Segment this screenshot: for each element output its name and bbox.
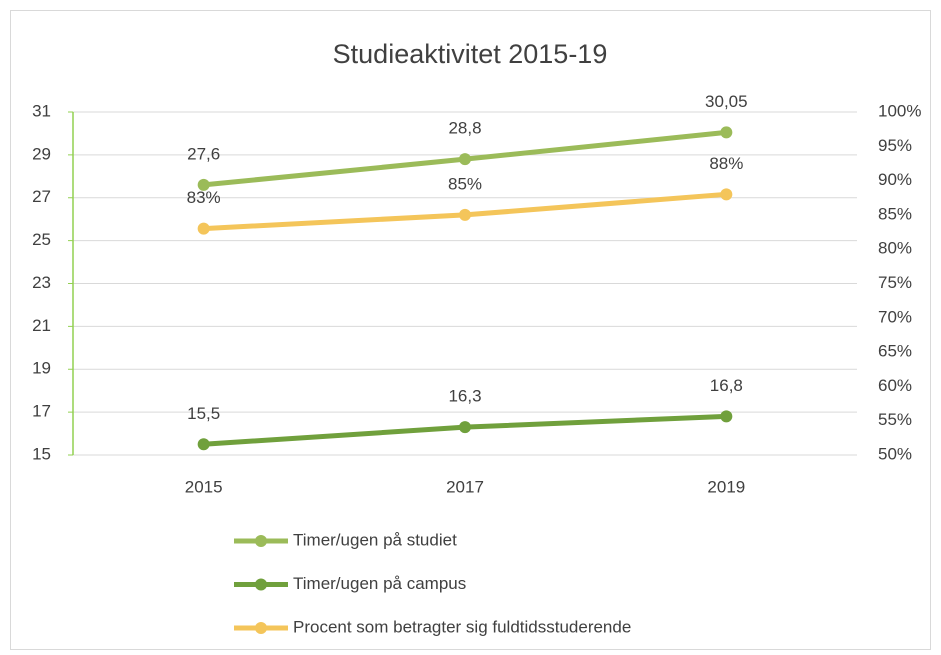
data-point: [459, 421, 471, 434]
chart-border: [10, 10, 931, 650]
x-tick-label: 2015: [185, 477, 223, 496]
y-tick-label: 19: [32, 359, 51, 378]
y-tick-label: 21: [32, 316, 51, 335]
data-point: [720, 126, 733, 139]
data-point: [720, 188, 733, 201]
data-label: 16,8: [710, 376, 743, 395]
y2-tick-label: 75%: [878, 273, 912, 292]
data-label: 83%: [187, 188, 221, 207]
y2-tick-label: 85%: [878, 204, 912, 223]
data-point: [459, 208, 471, 221]
y2-tick-label: 90%: [878, 170, 912, 189]
data-label: 30,05: [705, 92, 748, 111]
data-point: [720, 410, 733, 423]
data-label: 28,8: [448, 119, 481, 138]
y2-tick-label: 60%: [878, 376, 912, 395]
y-tick-label: 31: [32, 101, 51, 120]
y-tick-label: 23: [32, 273, 51, 292]
y2-tick-label: 55%: [878, 410, 912, 429]
legend-marker: [255, 622, 267, 634]
legend-marker: [255, 535, 267, 547]
x-tick-label: 2019: [707, 477, 745, 496]
data-point: [459, 153, 471, 166]
data-point: [197, 222, 210, 235]
y-tick-label: 25: [32, 230, 51, 249]
y-tick-label: 27: [32, 187, 51, 206]
data-label: 16,3: [448, 387, 481, 406]
legend-label: Timer/ugen på studiet: [293, 530, 457, 549]
y2-tick-label: 65%: [878, 342, 912, 361]
y-tick-label: 29: [32, 144, 51, 163]
y2-tick-label: 95%: [878, 136, 912, 155]
y2-tick-label: 50%: [878, 444, 912, 463]
y2-tick-label: 70%: [878, 307, 912, 326]
y-tick-label: 17: [32, 402, 51, 421]
chart-title: Studieaktivitet 2015-19: [333, 39, 608, 69]
y2-tick-label: 100%: [878, 101, 921, 120]
x-tick-label: 2017: [446, 477, 484, 496]
data-label: 88%: [709, 154, 743, 173]
legend-marker: [255, 578, 267, 591]
data-label: 85%: [448, 174, 482, 193]
y2-tick-label: 80%: [878, 239, 912, 258]
data-point: [197, 438, 210, 451]
y-tick-label: 15: [32, 444, 51, 463]
data-point: [197, 178, 210, 191]
legend-label: Procent som betragter sig fuldtidsstuder…: [293, 617, 631, 636]
data-label: 27,6: [187, 144, 220, 163]
data-label: 15,5: [187, 404, 220, 423]
legend-label: Timer/ugen på campus: [293, 574, 466, 593]
